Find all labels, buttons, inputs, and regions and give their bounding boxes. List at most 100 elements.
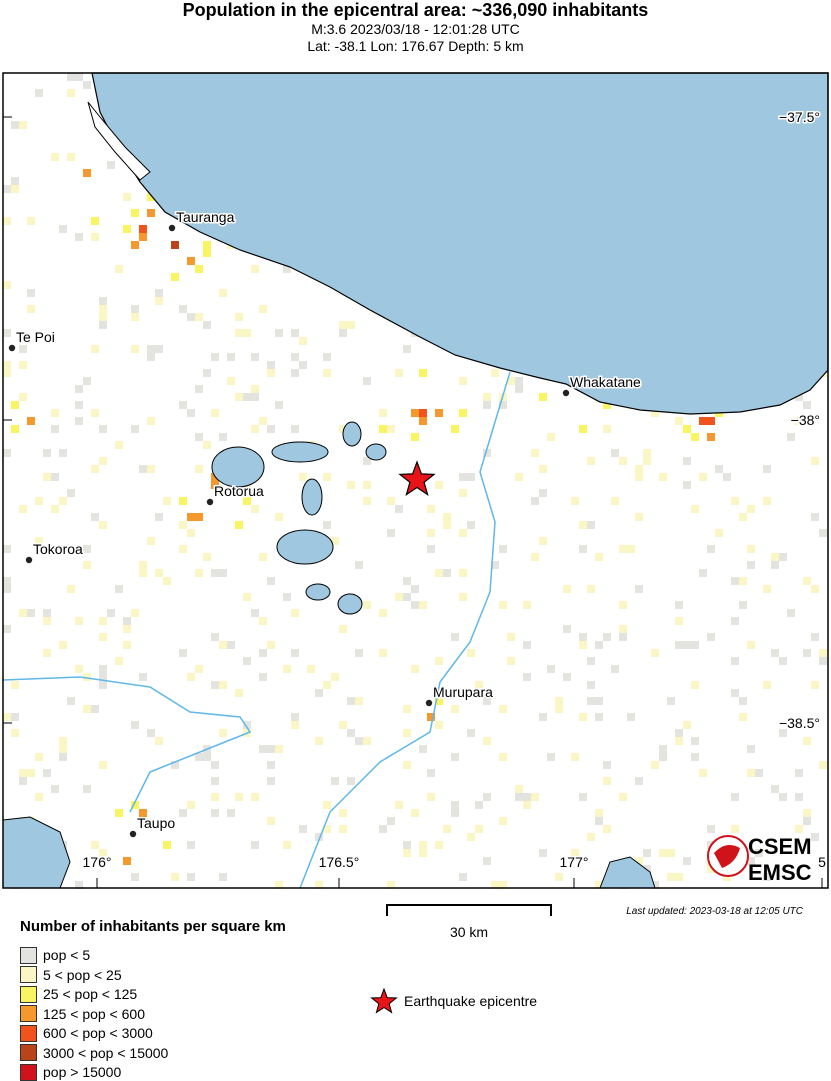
population-cell	[243, 497, 251, 505]
population-cell	[3, 217, 11, 225]
population-cell	[235, 521, 243, 529]
population-cell	[515, 385, 523, 393]
population-cell	[419, 417, 427, 425]
population-cell	[635, 465, 643, 473]
population-cell	[683, 481, 691, 489]
population-cell	[243, 329, 251, 337]
population-cell	[563, 585, 571, 593]
population-cell	[459, 489, 467, 497]
population-cell	[699, 473, 707, 481]
population-cell	[395, 369, 403, 377]
lon-tick-label: 5	[818, 854, 826, 870]
population-cell	[619, 793, 627, 801]
population-cell	[363, 737, 371, 745]
population-cell	[339, 721, 347, 729]
population-cell	[43, 609, 51, 617]
population-cell	[179, 305, 187, 313]
population-cell	[267, 577, 275, 585]
population-cell	[43, 617, 51, 625]
population-cell	[739, 713, 747, 721]
population-cell	[451, 753, 459, 761]
legend-label: pop < 5	[43, 947, 91, 963]
population-cell	[75, 401, 83, 409]
population-cell	[147, 417, 155, 425]
population-cell	[3, 185, 11, 193]
population-cell	[555, 705, 563, 713]
population-cell	[131, 425, 139, 433]
population-cell	[595, 697, 603, 705]
legend-item: 25 < pop < 125	[20, 985, 137, 1003]
population-cell	[819, 649, 827, 657]
population-cell	[731, 825, 739, 833]
population-cell	[219, 433, 227, 441]
population-cell	[603, 425, 611, 433]
population-cell	[595, 553, 603, 561]
population-cell	[211, 633, 219, 641]
population-cell	[99, 297, 107, 305]
population-cell	[699, 417, 707, 425]
population-cell	[379, 609, 387, 617]
city-label: Tauranga	[176, 209, 235, 225]
population-cell	[219, 873, 227, 881]
population-cell	[811, 513, 819, 521]
population-cell	[347, 481, 355, 489]
legend-label: 600 < pop < 3000	[43, 1025, 153, 1041]
legend-title: Number of inhabitants per square km	[20, 918, 286, 935]
population-cell	[51, 473, 59, 481]
population-cell	[627, 545, 635, 553]
legend-label: 25 < pop < 125	[43, 986, 138, 1002]
population-cell	[139, 809, 147, 817]
population-cell	[579, 641, 587, 649]
population-cell	[195, 385, 203, 393]
population-cell	[675, 641, 683, 649]
lat-tick-label: −38°	[791, 412, 820, 428]
population-cell	[179, 545, 187, 553]
population-cell	[563, 673, 571, 681]
population-cell	[347, 777, 355, 785]
population-cell	[667, 697, 675, 705]
population-cell	[427, 713, 435, 721]
population-cell	[747, 857, 755, 865]
population-cell	[739, 697, 747, 705]
population-cell	[403, 849, 411, 857]
city-marker	[25, 556, 33, 564]
population-cell	[611, 497, 619, 505]
population-cell	[699, 569, 707, 577]
population-cell	[59, 449, 67, 457]
population-cell	[627, 713, 635, 721]
population-cell	[531, 497, 539, 505]
population-cell	[499, 601, 507, 609]
population-cell	[499, 401, 507, 409]
population-cell	[635, 585, 643, 593]
population-cell	[739, 513, 747, 521]
population-cell	[283, 265, 291, 273]
population-cell	[3, 545, 11, 553]
population-cell	[715, 465, 723, 473]
population-cell	[499, 817, 507, 825]
population-cell	[323, 801, 331, 809]
population-cell	[235, 393, 243, 401]
population-cell	[571, 849, 579, 857]
population-cell	[811, 633, 819, 641]
population-cell	[339, 425, 347, 433]
population-cell	[579, 793, 587, 801]
population-cell	[443, 521, 451, 529]
population-cell	[187, 529, 195, 537]
population-cell	[499, 545, 507, 553]
population-cell	[75, 417, 83, 425]
population-cell	[275, 745, 283, 753]
population-cell	[91, 705, 99, 713]
legend-swatch	[20, 1044, 37, 1061]
population-cell	[355, 737, 363, 745]
population-cell	[195, 513, 203, 521]
city-label: Whakatane	[570, 374, 641, 390]
population-cell	[691, 737, 699, 745]
population-cell	[227, 353, 235, 361]
population-cell	[707, 825, 715, 833]
sea	[91, 72, 829, 415]
population-cell	[251, 385, 259, 393]
csem-emsc-logo: CSEM EMSC	[707, 834, 812, 885]
population-cell	[163, 497, 171, 505]
population-cell	[427, 505, 435, 513]
population-cell	[283, 665, 291, 673]
